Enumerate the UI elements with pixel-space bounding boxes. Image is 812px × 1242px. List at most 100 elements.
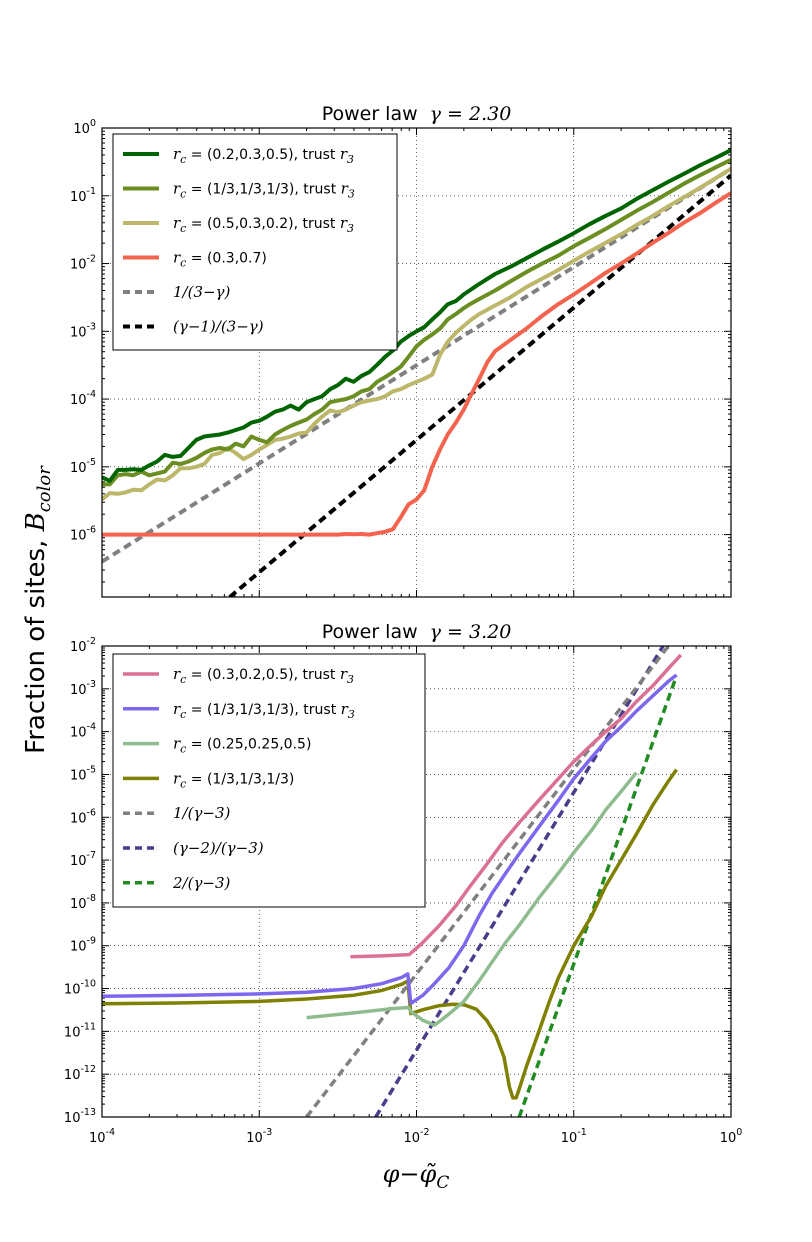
chart-bottom-series-r-c-1-3-1-3-1-3-trust-r-3 (102, 673, 678, 1006)
chart-bottom-y-tick-label: 10-13 (64, 1107, 96, 1126)
chart-bottom-y-tick-exp: -11 (80, 1021, 96, 1032)
chart-top-series-r-c-0-2-0-3-0-5-trust-r-3 (102, 148, 731, 483)
chart-top-legend-box (112, 133, 398, 351)
x-axis-label: φ−φ̃C (383, 1160, 450, 1193)
chart-top-y-tick-label: 10-4 (70, 389, 96, 408)
legend-label-main: r (173, 145, 181, 163)
legend-label-rest: = (0.5,0.3,0.2), trust (186, 216, 340, 232)
legend-label-main: (γ−2)/(γ−3) (173, 839, 264, 857)
chart-top-series-1-3 (228, 173, 731, 597)
legend-label-tail-sub: 3 (348, 188, 355, 201)
chart-top-legend-label: (γ−1)/(3−γ) (173, 318, 264, 336)
chart-bottom-legend-label: rc = (1/3,1/3,1/3) (173, 769, 294, 790)
chart-bottom-x-tick-exp: -4 (106, 1127, 115, 1138)
chart-bottom-frame (101, 645, 732, 1118)
chart-bottom-title-math: γ = 3.20 (430, 621, 512, 643)
chart-top-y-tick-exp: -5 (87, 457, 96, 468)
chart-bottom-y-tick-label: 10-8 (70, 893, 96, 912)
chart-top-y-tick-label: 10-1 (70, 186, 96, 205)
chart-top-y-tick-base: 10 (70, 393, 87, 408)
chart-top-series-1-3 (102, 167, 731, 564)
chart-bottom-y-tick-base: 10 (70, 640, 87, 655)
chart-bottom-y-tick-base: 10 (70, 811, 87, 826)
chart-top-y-tick-exp: -3 (87, 321, 96, 332)
chart-top-legend-label: rc = (1/3,1/3,1/3), trust r3 (173, 180, 355, 201)
chart-bottom-y-tick-exp: -10 (80, 979, 96, 990)
chart-bottom-y-tick-exp: -12 (80, 1064, 96, 1075)
chart-bottom-series-1-3 (305, 646, 670, 1117)
chart-bottom-y-tick-label: 10-3 (70, 679, 96, 698)
legend-label-main: r (173, 769, 181, 787)
chart-top-y-tick-label: 10-5 (70, 457, 96, 476)
chart-bottom-x-tick-label: 10-1 (561, 1127, 587, 1146)
legend-label-sub: c (180, 743, 186, 756)
legend-label-rest: = (1/3,1/3,1/3) (186, 771, 294, 787)
chart-bottom-x-tick-label: 10-4 (89, 1127, 115, 1146)
legend-label-main: r (173, 665, 181, 683)
legend-label-tail: r (341, 180, 349, 198)
chart-top-y-tick-base: 10 (70, 325, 87, 340)
chart-bottom-y-tick-label: 10-7 (70, 850, 96, 869)
chart-bottom-legend-label: rc = (0.25,0.25,0.5) (173, 735, 311, 756)
chart-bottom-x-tick-exp: -3 (263, 1127, 272, 1138)
chart-bottom-x-tick-label: 10-3 (246, 1127, 272, 1146)
chart-bottom-y-tick-base: 10 (70, 940, 87, 955)
chart-bottom-legend-label: 1/(γ−3) (173, 804, 231, 822)
chart-bottom-y-tick-label: 10-6 (70, 807, 96, 826)
legend-label-sub: c (180, 188, 186, 201)
chart-top-y-tick-exp: -6 (87, 525, 96, 536)
legend-label-main: r (173, 700, 181, 718)
chart-bottom-series-r-c-1-3-1-3-1-3 (102, 768, 678, 1100)
legend-label-tail: r (341, 700, 349, 718)
chart-bottom-y-tick-exp: -3 (87, 679, 96, 690)
chart-bottom-y-tick-label: 10-5 (70, 764, 96, 783)
legend-label-sub: c (180, 673, 186, 686)
chart-top-title: Power law γ = 2.30 (322, 103, 512, 125)
legend-label-tail: r (340, 214, 348, 232)
chart-top-series-r-c-0-5-0-3-0-2-trust-r-3 (102, 167, 731, 502)
chart-bottom-x-tick-base: 10 (89, 1131, 106, 1146)
chart-bottom-y-tick-base: 10 (64, 1025, 81, 1040)
chart-bottom-y-tick-label: 10-11 (64, 1021, 96, 1040)
chart-bottom-y-tick-exp: -2 (87, 636, 96, 647)
legend-label-tail-sub: 3 (347, 153, 354, 166)
chart-top-title-text: Power law (322, 103, 418, 125)
x-axis-label-sub: C (436, 1173, 449, 1193)
chart-bottom-y-tick-base: 10 (70, 726, 87, 741)
legend-label-tail-sub: 3 (347, 673, 354, 686)
chart-top-y-tick-exp: -2 (87, 254, 96, 265)
chart-top-frame (101, 127, 732, 598)
legend-label-sub: c (180, 777, 186, 790)
chart-bottom-series-r-c-0-25-0-25-0-5 (306, 771, 638, 1027)
legend-label-sub: c (180, 708, 186, 721)
legend-label-main: 1/(γ−3) (173, 804, 231, 822)
x-axis-label-text: φ−φ̃ (383, 1160, 437, 1188)
legend-label-main: (γ−1)/(3−γ) (173, 318, 264, 336)
y-axis-label-text: Fraction of sites, (21, 531, 51, 753)
legend-label-main: r (173, 249, 181, 267)
chart-top-y-tick-label: 10-6 (70, 525, 96, 544)
chart-bottom-y-tick-base: 10 (64, 1068, 81, 1083)
chart-bottom-y-tick-base: 10 (70, 897, 87, 912)
chart-bottom-x-tick-exp: -2 (420, 1127, 429, 1138)
legend-label-main: r (173, 735, 181, 753)
chart-bottom-x-tick-base: 10 (720, 1131, 737, 1146)
chart-bottom-x-tick-exp: -1 (577, 1127, 586, 1138)
chart-top-y-tick-label: 10-2 (70, 254, 96, 273)
chart-bottom-y-tick-exp: -13 (80, 1107, 96, 1118)
legend-label-sub: c (180, 257, 186, 270)
chart-top-series-r-c-1-3-1-3-1-3-trust-r-3 (102, 158, 731, 487)
chart-bottom-y-tick-base: 10 (70, 683, 87, 698)
y-axis-label-sub: color (34, 465, 55, 513)
chart-bottom-y-tick-label: 10-4 (70, 722, 96, 741)
legend-label-tail: r (340, 145, 348, 163)
chart-bottom-y-tick-exp: -9 (87, 936, 96, 947)
chart-top-y-tick-base: 10 (70, 461, 87, 476)
legend-label-rest: = (0.3,0.7) (186, 251, 267, 267)
chart-bottom-x-tick-base: 10 (246, 1131, 263, 1146)
legend-label-rest: = (0.2,0.3,0.5), trust (186, 147, 340, 163)
chart-bottom-legend-label: rc = (0.3,0.2,0.5), trust r3 (173, 665, 354, 686)
